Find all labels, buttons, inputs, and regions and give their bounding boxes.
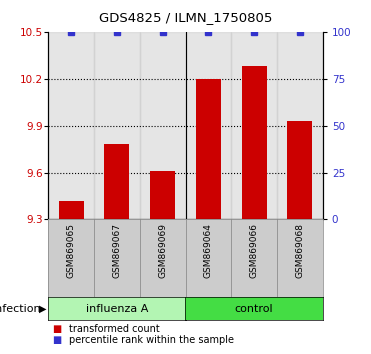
Text: GSM869066: GSM869066 [250,223,259,278]
Text: GSM869067: GSM869067 [112,223,121,278]
Bar [140,32,186,219]
Bar [277,32,323,219]
Text: influenza A: influenza A [86,304,148,314]
Bar [196,79,221,219]
Text: GSM869064: GSM869064 [204,223,213,278]
Text: control: control [235,304,273,314]
Text: ▶: ▶ [39,304,46,314]
Text: GSM869069: GSM869069 [158,223,167,278]
Text: GDS4825 / ILMN_1750805: GDS4825 / ILMN_1750805 [99,11,272,24]
Text: GSM869068: GSM869068 [295,223,304,278]
Bar [104,144,129,219]
Bar [287,121,312,219]
Bar [242,66,267,219]
Bar [94,32,140,219]
Text: infection: infection [0,304,41,314]
Text: GSM869065: GSM869065 [67,223,76,278]
Bar [48,32,94,219]
Bar [186,32,231,219]
Text: ■: ■ [52,335,61,345]
Bar [150,171,175,219]
Bar [59,201,84,219]
Text: percentile rank within the sample: percentile rank within the sample [69,335,234,345]
Text: ■: ■ [52,324,61,334]
Text: transformed count: transformed count [69,324,160,334]
Bar [231,32,277,219]
